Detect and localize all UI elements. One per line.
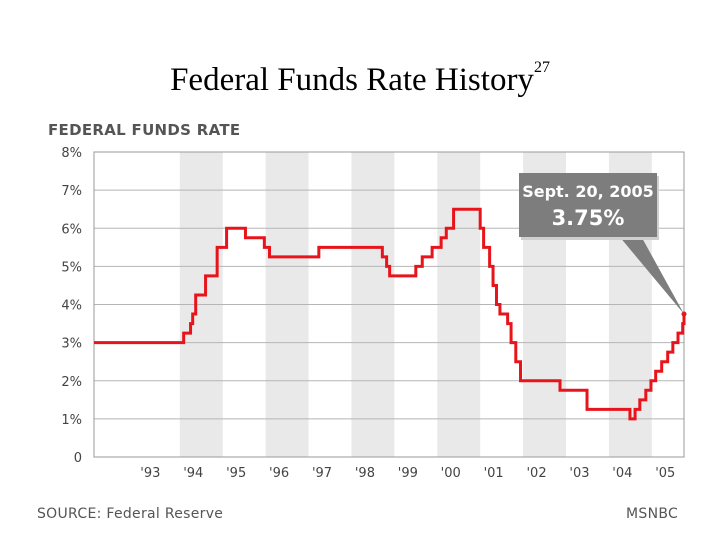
- y-tick-label: 7%: [61, 184, 82, 199]
- x-tick-label: '01: [484, 466, 504, 481]
- y-axis-ticks: 0 1% 2% 3% 4% 5% 6% 7% 8%: [61, 146, 82, 466]
- credit-note: MSNBC: [626, 506, 679, 522]
- x-tick-label: '95: [226, 466, 246, 481]
- x-tick-label: '05: [655, 466, 675, 481]
- series-line: [94, 207, 686, 421]
- x-tick-label: '99: [398, 466, 418, 481]
- x-tick-label: '00: [441, 466, 461, 481]
- y-tick-label: 1%: [61, 413, 82, 428]
- y-tick-label: 4%: [61, 299, 82, 314]
- x-tick-label: '96: [269, 466, 289, 481]
- x-tick-label: '98: [355, 466, 375, 481]
- annotation-callout: Sept. 20, 2005 3.75%: [519, 173, 684, 315]
- chart-title: FEDERAL FUNDS RATE: [48, 121, 241, 139]
- plot-frame: [93, 151, 685, 458]
- x-tick-label: '94: [183, 466, 203, 481]
- slide-title-text: Federal Funds Rate History: [170, 62, 534, 98]
- y-tick-label: 6%: [61, 222, 82, 237]
- footnote-marker: 27: [533, 59, 550, 76]
- callout-box: [519, 173, 657, 237]
- x-tick-label: '04: [612, 466, 632, 481]
- x-tick-label: '93: [140, 466, 160, 481]
- y-tick-label: 8%: [61, 146, 82, 161]
- annotation-date: Sept. 20, 2005: [522, 182, 654, 201]
- source-note: SOURCE: Federal Reserve: [37, 506, 224, 522]
- y-tick-label: 0: [74, 451, 82, 466]
- slide-title: Federal Funds Rate History27: [0, 59, 720, 99]
- x-tick-label: '03: [569, 466, 589, 481]
- y-tick-label: 5%: [61, 260, 82, 275]
- callout-pointer: [619, 236, 684, 315]
- annotation-value: 3.75%: [552, 206, 625, 230]
- x-tick-label: '02: [526, 466, 546, 481]
- y-tick-label: 3%: [61, 337, 82, 352]
- x-tick-label: '97: [312, 466, 332, 481]
- y-tick-label: 2%: [61, 375, 82, 390]
- x-axis-ticks: '93 '94 '95 '96 '97 '98 '99 '00 '01 '02 '03 '04 '05: [140, 466, 675, 481]
